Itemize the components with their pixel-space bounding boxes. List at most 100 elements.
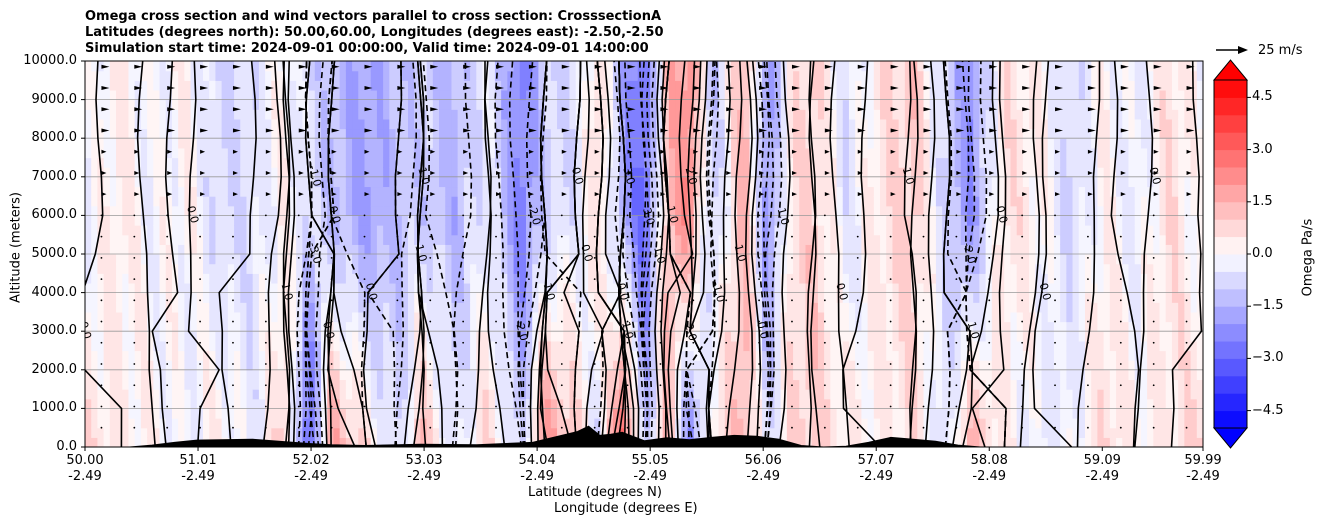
omega-cell — [85, 437, 92, 447]
omega-cell — [314, 186, 322, 197]
omega-cell — [730, 118, 738, 130]
omega-cell — [706, 282, 713, 294]
omega-cell — [184, 292, 192, 303]
omega-cell — [103, 80, 111, 91]
omega-cell — [737, 282, 744, 294]
omega-cell — [209, 427, 217, 438]
omega-cell — [147, 215, 154, 226]
omega-cell — [147, 205, 154, 216]
omega-cell — [668, 273, 676, 284]
omega-cell — [178, 118, 185, 130]
omega-cell — [463, 389, 471, 400]
omega-cell — [681, 167, 689, 178]
omega-cell — [712, 273, 720, 284]
omega-cell — [749, 379, 757, 390]
omega-cell — [426, 176, 434, 188]
omega-cell — [451, 302, 459, 313]
omega-cell — [780, 176, 788, 188]
omega-cell — [488, 311, 496, 323]
omega-cell — [501, 215, 508, 226]
omega-cell — [457, 61, 465, 72]
omega-cell — [109, 147, 117, 159]
omega-cell — [426, 80, 434, 91]
omega-cell — [743, 408, 751, 419]
omega-cell — [693, 398, 701, 409]
omega-cell — [364, 340, 372, 352]
omega-cell — [513, 128, 521, 139]
omega-cell — [283, 263, 291, 274]
omega-cell — [532, 398, 540, 409]
omega-cell — [159, 292, 167, 303]
omega-cell — [352, 61, 359, 72]
omega-cell — [296, 340, 303, 352]
omega-cell — [277, 292, 285, 303]
omega-cell — [631, 244, 639, 255]
omega-cell — [606, 282, 614, 294]
omega-cell — [606, 109, 614, 120]
omega-cell — [376, 389, 384, 400]
omega-cell — [712, 263, 720, 274]
omega-cell — [594, 418, 602, 429]
omega-cell — [687, 350, 695, 361]
omega-cell — [668, 176, 676, 188]
omega-cell — [712, 186, 720, 197]
omega-cell — [321, 292, 328, 303]
omega-cell — [594, 427, 602, 438]
omega-cell — [581, 244, 589, 255]
omega-cell — [321, 427, 328, 438]
omega-cell — [376, 234, 384, 245]
omega-cell — [215, 196, 223, 207]
omega-cell — [855, 128, 862, 139]
omega-cell — [793, 273, 800, 284]
omega-cell — [383, 418, 390, 429]
omega-cell — [407, 196, 415, 207]
omega-cell — [171, 157, 179, 168]
omega-cell — [817, 398, 825, 409]
omega-cell — [432, 186, 440, 197]
omega-cell — [476, 263, 484, 274]
omega-cell — [662, 225, 670, 236]
omega-cell — [687, 379, 695, 390]
omega-cell — [153, 263, 161, 274]
omega-cell — [91, 263, 99, 274]
omega-cell — [842, 437, 850, 447]
omega-cell — [612, 282, 620, 294]
omega-cell — [557, 70, 564, 81]
omega-cell — [265, 147, 272, 159]
omega-cell — [494, 147, 502, 159]
omega-cell — [97, 70, 105, 81]
omega-cell — [662, 263, 670, 274]
omega-cell — [91, 350, 99, 361]
omega-cell — [743, 360, 751, 371]
omega-cell — [314, 418, 322, 429]
omega-cell — [159, 215, 167, 226]
omega-cell — [227, 398, 235, 409]
omega-cell — [327, 89, 335, 101]
omega-cell — [159, 302, 167, 313]
omega-cell — [824, 118, 831, 130]
omega-cell — [718, 398, 726, 409]
omega-cell — [370, 273, 378, 284]
omega-cell — [153, 369, 161, 381]
omega-cell — [631, 379, 639, 390]
omega-cell — [681, 147, 689, 159]
omega-cell — [786, 350, 794, 361]
omega-cell — [619, 254, 626, 265]
omega-cell — [724, 186, 732, 197]
omega-cell — [227, 89, 235, 101]
omega-cell — [463, 311, 471, 323]
omega-cell — [407, 408, 415, 419]
omega-cell — [588, 225, 595, 236]
omega-cell — [488, 427, 496, 438]
omega-cell — [525, 186, 533, 197]
omega-cell — [755, 80, 763, 91]
omega-cell — [494, 340, 502, 352]
omega-cell — [836, 389, 844, 400]
omega-cell — [277, 254, 285, 265]
omega-cell — [333, 427, 341, 438]
omega-cell — [575, 89, 583, 101]
omega-cell — [793, 118, 800, 130]
omega-cell — [786, 360, 794, 371]
omega-cell — [426, 167, 434, 178]
omega-cell — [439, 321, 446, 332]
